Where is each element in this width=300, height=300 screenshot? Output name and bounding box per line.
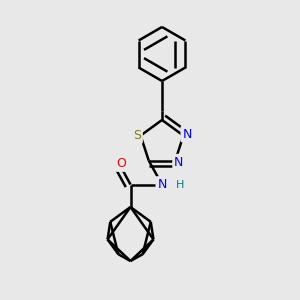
Text: S: S xyxy=(133,129,141,142)
Text: N: N xyxy=(174,156,184,169)
Text: N: N xyxy=(157,178,167,191)
Text: O: O xyxy=(117,157,126,170)
Text: H: H xyxy=(176,179,184,190)
Text: N: N xyxy=(182,128,192,140)
